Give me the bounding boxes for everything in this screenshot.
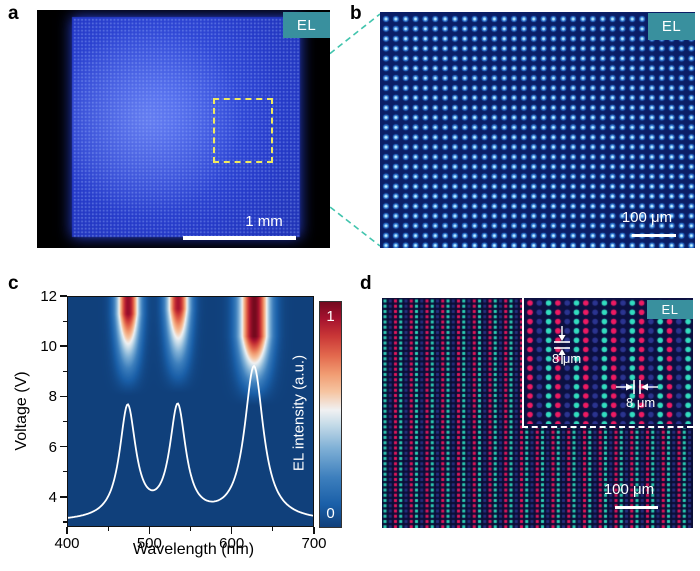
panel-a-el-micrograph: EL 1 mm [37,10,330,248]
colorbar: 1 0 [319,301,342,528]
row-pitch-label: 8 μm [552,351,582,366]
x-axis-major-tick [148,527,151,534]
y-axis-minor-tick [63,471,67,473]
el-mode-badge: EL [648,13,695,40]
y-axis-tick-label: 6 [48,438,57,456]
x-axis-tick-label: 500 [136,535,162,552]
panel-a-label: a [8,3,19,24]
el-mode-badge: EL [647,300,693,319]
scale-bar [632,234,676,237]
el-mode-badge: EL [283,12,330,38]
scale-bar [615,506,658,509]
colorbar-min-label: 0 [326,505,335,522]
panel-c-label: c [8,273,19,294]
scale-bar-label: 1 mm [245,213,283,230]
panel-b-el-micrograph-zoom: EL 100 μm [380,12,695,248]
y-axis-minor-tick [63,370,67,372]
y-axis-major-tick [60,496,67,498]
zoom-region-dashed-box [213,98,273,163]
x-axis-title: Wavelength (nm) [132,541,255,558]
y-axis-major-tick [60,395,67,398]
scale-bar-label: 100 μm [621,209,673,226]
y-axis-major-tick [60,345,67,347]
colorbar-max-label: 1 [326,308,335,325]
y-axis-tick-label: 10 [40,338,57,356]
panel-d-label: d [360,273,372,294]
panel-b-label: b [350,3,362,24]
x-axis-major-tick [313,527,315,534]
colorbar-title: EL intensity (a.u.) [290,354,308,472]
y-axis-tick-label: 4 [48,488,57,506]
scale-bar-label: 100 μm [603,481,655,498]
panel-d-rgb-el-micrograph: 8 μm 8 μm EL 100 μm [382,298,693,528]
y-axis-tick-label: 12 [40,288,57,305]
y-axis-minor-tick [63,521,67,523]
x-axis-tick-label: 600 [219,535,245,552]
y-axis-minor-tick [63,320,67,322]
x-axis-minor-tick [272,527,274,531]
blue-pixel-array-image [380,12,695,248]
x-axis-major-tick [230,527,233,534]
y-axis-major-tick [60,295,67,297]
x-axis-minor-tick [107,527,109,531]
y-axis-major-tick [60,445,67,448]
x-axis-tick-label: 700 [301,535,327,552]
column-pitch-label: 8 μm [626,395,656,410]
x-axis-minor-tick [189,527,192,531]
el-intensity-heatmap [67,296,314,527]
x-axis-major-tick [66,527,68,534]
y-axis-tick-label: 8 [48,388,57,406]
x-axis-tick-label: 400 [54,535,80,552]
scale-bar [183,236,296,240]
blue-el-emission-image [37,10,330,248]
y-axis-title: Voltage (V) [13,371,30,451]
y-axis-minor-tick [63,420,67,423]
panel-d-inset-zoom: 8 μm 8 μm EL [522,298,693,428]
rgb-pixel-array-inset-image [524,298,693,424]
